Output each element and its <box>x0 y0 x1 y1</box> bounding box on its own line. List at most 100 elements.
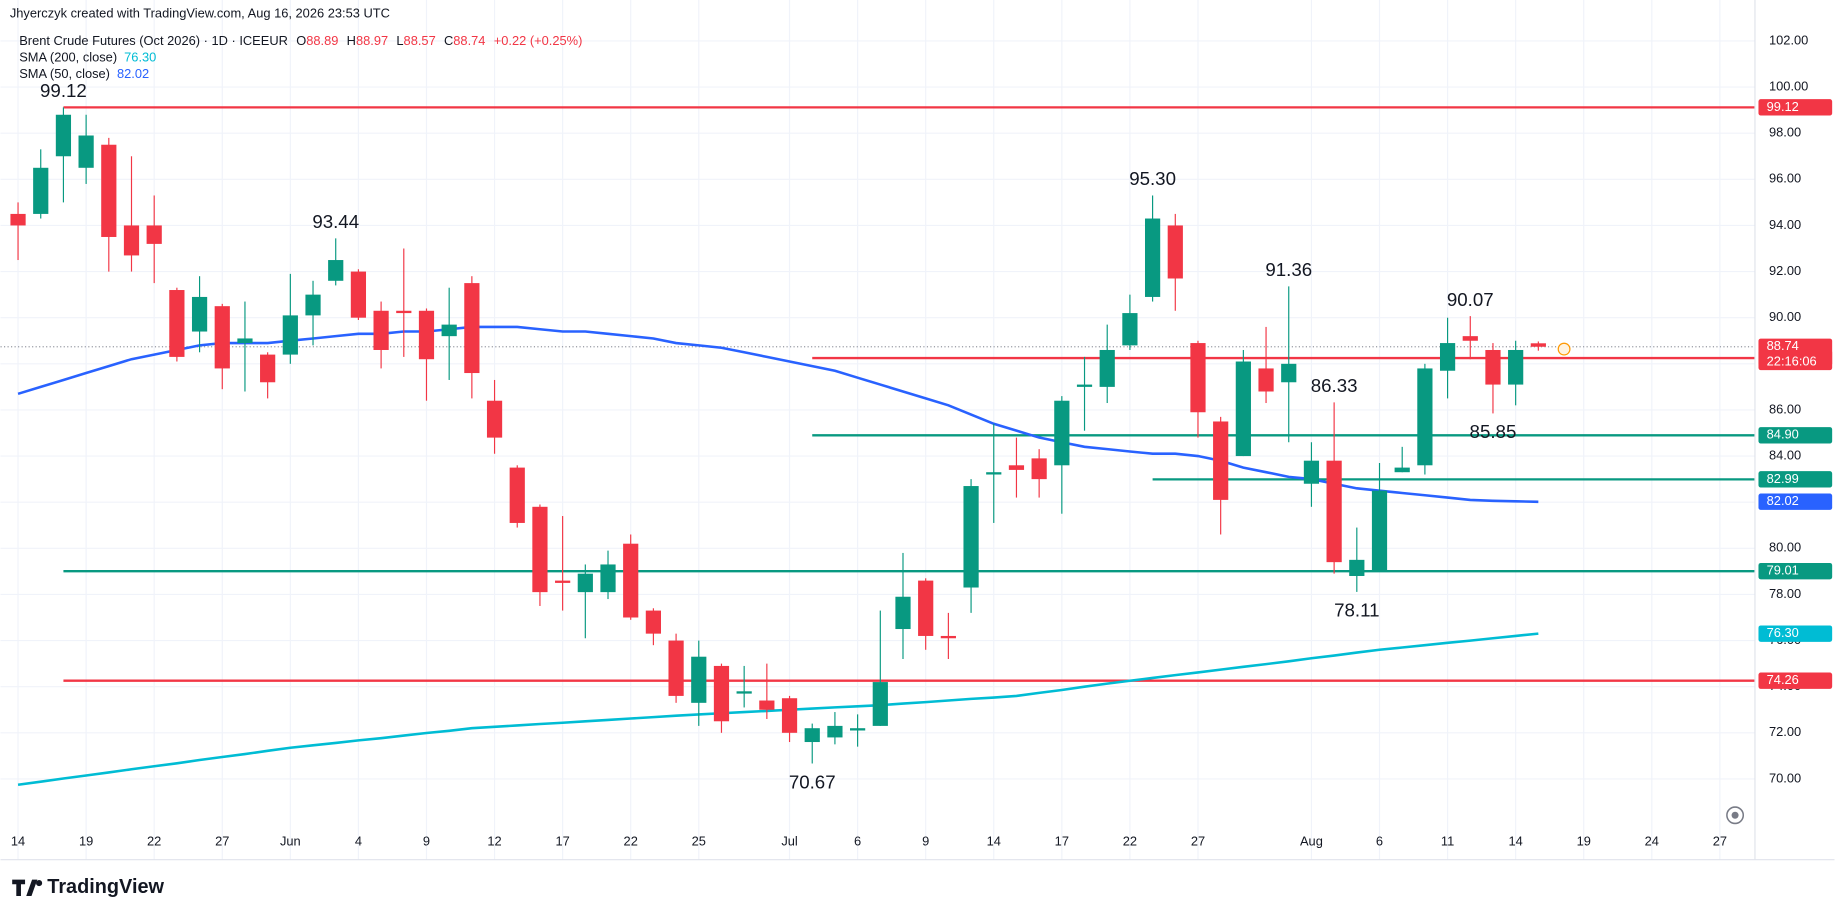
ohlc-key: L <box>396 33 403 48</box>
x-tick-label: 14 <box>1508 834 1522 849</box>
candle-body <box>963 486 979 588</box>
level-label: 74.26 <box>1767 672 1799 687</box>
event-marker[interactable] <box>1557 342 1571 356</box>
y-tick-label: 70.00 <box>1769 770 1801 785</box>
candle-body <box>918 580 934 636</box>
sma-legend: SMA (50, close) 82.02 <box>19 66 149 81</box>
y-tick-label: 72.00 <box>1769 724 1801 739</box>
candle-body <box>509 467 525 523</box>
candle-body <box>169 290 185 357</box>
price-annotation: 85.85 <box>1470 421 1517 442</box>
candle-body <box>691 656 707 703</box>
candle-body <box>260 354 276 383</box>
price-annotation: 99.12 <box>40 80 87 101</box>
candle-body <box>555 580 571 583</box>
candle-body <box>464 283 480 374</box>
x-tick-label: 12 <box>487 834 501 849</box>
x-tick-label: 24 <box>1645 834 1659 849</box>
y-tick-label: 94.00 <box>1769 217 1801 232</box>
candle-body <box>1371 490 1388 572</box>
candle-body <box>1235 361 1251 457</box>
candle-body <box>1485 349 1501 385</box>
candle-body <box>1508 349 1524 385</box>
candle-body <box>10 213 26 226</box>
sma-value: 82.02 <box>117 66 149 81</box>
candle-body <box>1326 460 1342 563</box>
y-tick-label: 80.00 <box>1769 540 1801 555</box>
sma-line <box>17 325 1539 504</box>
price-annotation: 86.33 <box>1311 375 1358 396</box>
candle-body <box>350 271 367 318</box>
level-label: 99.12 <box>1767 99 1799 114</box>
ohlc-key: C <box>444 33 453 48</box>
x-tick-label: Jun <box>280 834 301 849</box>
candle-body <box>101 144 117 237</box>
candle-body <box>1349 559 1365 576</box>
x-tick-label: 9 <box>922 834 929 849</box>
candle-body <box>33 167 49 214</box>
candle-body <box>486 400 503 438</box>
x-tick-label: 27 <box>1191 834 1205 849</box>
x-tick-label: Aug <box>1300 834 1323 849</box>
candle-body <box>577 573 593 593</box>
candle-body <box>940 635 956 639</box>
candle-body <box>759 700 775 710</box>
ohlc-value: 88.74 <box>453 33 485 48</box>
y-tick-label: 92.00 <box>1769 263 1801 278</box>
candle-body <box>328 260 344 281</box>
candle-body <box>1008 465 1025 470</box>
candle-body <box>1462 336 1478 341</box>
candle-body <box>1394 467 1410 473</box>
candle-body <box>123 225 140 256</box>
sma-value: 76.30 <box>124 50 156 65</box>
candle-body <box>55 114 72 157</box>
candle-body <box>1417 368 1433 466</box>
price-annotation: 70.67 <box>789 771 836 792</box>
x-tick-label: 25 <box>692 834 706 849</box>
price-annotation: 93.44 <box>312 211 359 232</box>
sma-axis-label-box <box>1758 625 1833 642</box>
candle-body <box>781 698 798 733</box>
settings-icon[interactable] <box>1726 806 1745 825</box>
candle-body <box>713 665 730 722</box>
current-price-label: 88.74 <box>1767 338 1799 353</box>
sma-legend: SMA (200, close) 76.30 <box>19 50 156 65</box>
candle-body <box>1099 349 1115 387</box>
sma-line <box>17 632 1539 786</box>
candle-body <box>1076 384 1093 387</box>
candle-body <box>736 691 752 694</box>
attribution: Jhyerczyk created with TradingView.com, … <box>10 5 390 20</box>
sma-axis-label: 76.30 <box>1767 625 1799 640</box>
candle-body <box>895 596 911 630</box>
x-tick-label: 19 <box>79 834 93 849</box>
x-tick-label: 19 <box>1577 834 1591 849</box>
ohlc-key: O <box>296 33 306 48</box>
candle-body <box>850 728 866 731</box>
brand-icon <box>12 879 38 896</box>
x-tick-label: 14 <box>11 834 25 849</box>
candle-body <box>645 610 661 634</box>
x-tick-label: 27 <box>1713 834 1727 849</box>
brand-name: TradingView <box>47 876 164 898</box>
candle-body <box>1031 458 1047 480</box>
candle-body <box>1144 218 1161 297</box>
y-tick-label: 78.00 <box>1769 586 1801 601</box>
candle-body <box>1281 363 1297 383</box>
ohlc-change: +0.22 (+0.25%) <box>494 33 583 48</box>
candle-body <box>532 506 548 593</box>
candle-body <box>396 310 412 314</box>
symbol: Brent Crude Futures (Oct 2026) · 1D · IC… <box>19 33 288 48</box>
level-label: 84.90 <box>1767 427 1799 442</box>
candle-body <box>1530 343 1546 347</box>
candle-body <box>804 728 820 743</box>
ohlc-value: 88.89 <box>306 33 338 48</box>
x-tick-label: 4 <box>355 834 362 849</box>
x-tick-label: 9 <box>423 834 430 849</box>
candle-body <box>1303 460 1320 484</box>
candle-body <box>600 564 616 593</box>
sma-name: SMA (50, close) <box>19 66 110 81</box>
y-tick-label: 86.00 <box>1769 401 1801 416</box>
price-annotation: 90.07 <box>1447 289 1494 310</box>
